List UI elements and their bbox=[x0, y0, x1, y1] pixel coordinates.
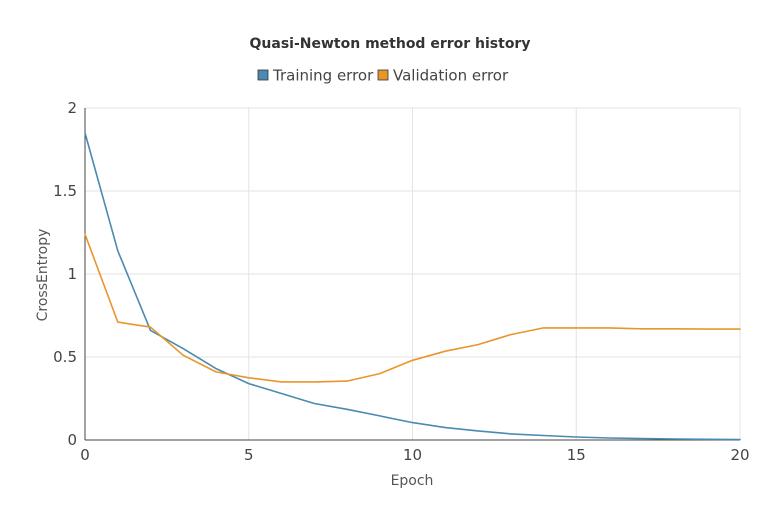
tick-labels: 0 5 10 15 20 0 0.5 1 1.5 2 bbox=[53, 99, 749, 464]
y-tick-label: 1 bbox=[67, 265, 77, 283]
series-lines bbox=[84, 132, 741, 441]
legend: Training error Validation error bbox=[257, 67, 509, 85]
validation-error-line bbox=[84, 233, 741, 383]
y-tick-label: 0.5 bbox=[53, 348, 77, 366]
legend-label-validation-error: Validation error bbox=[393, 67, 509, 85]
legend-label-training-error: Training error bbox=[272, 67, 374, 85]
axes bbox=[84, 108, 740, 441]
y-tick-label: 2 bbox=[67, 99, 77, 117]
y-tick-label: 1.5 bbox=[53, 182, 77, 200]
chart-title: Quasi-Newton method error history bbox=[250, 36, 531, 52]
x-tick-label: 5 bbox=[244, 446, 254, 464]
x-tick-label: 0 bbox=[80, 446, 90, 464]
x-tick-label: 20 bbox=[730, 446, 749, 464]
legend-swatch-training-error bbox=[257, 69, 269, 81]
y-tick-label: 0 bbox=[67, 431, 77, 449]
grid bbox=[84, 107, 741, 441]
x-axis-label: Epoch bbox=[391, 473, 434, 489]
x-tick-label: 15 bbox=[567, 446, 586, 464]
y-axis-label: CrossEntropy bbox=[35, 229, 51, 322]
legend-swatch-validation-error bbox=[377, 69, 389, 81]
training-error-line bbox=[84, 132, 741, 441]
x-tick-label: 10 bbox=[403, 446, 422, 464]
